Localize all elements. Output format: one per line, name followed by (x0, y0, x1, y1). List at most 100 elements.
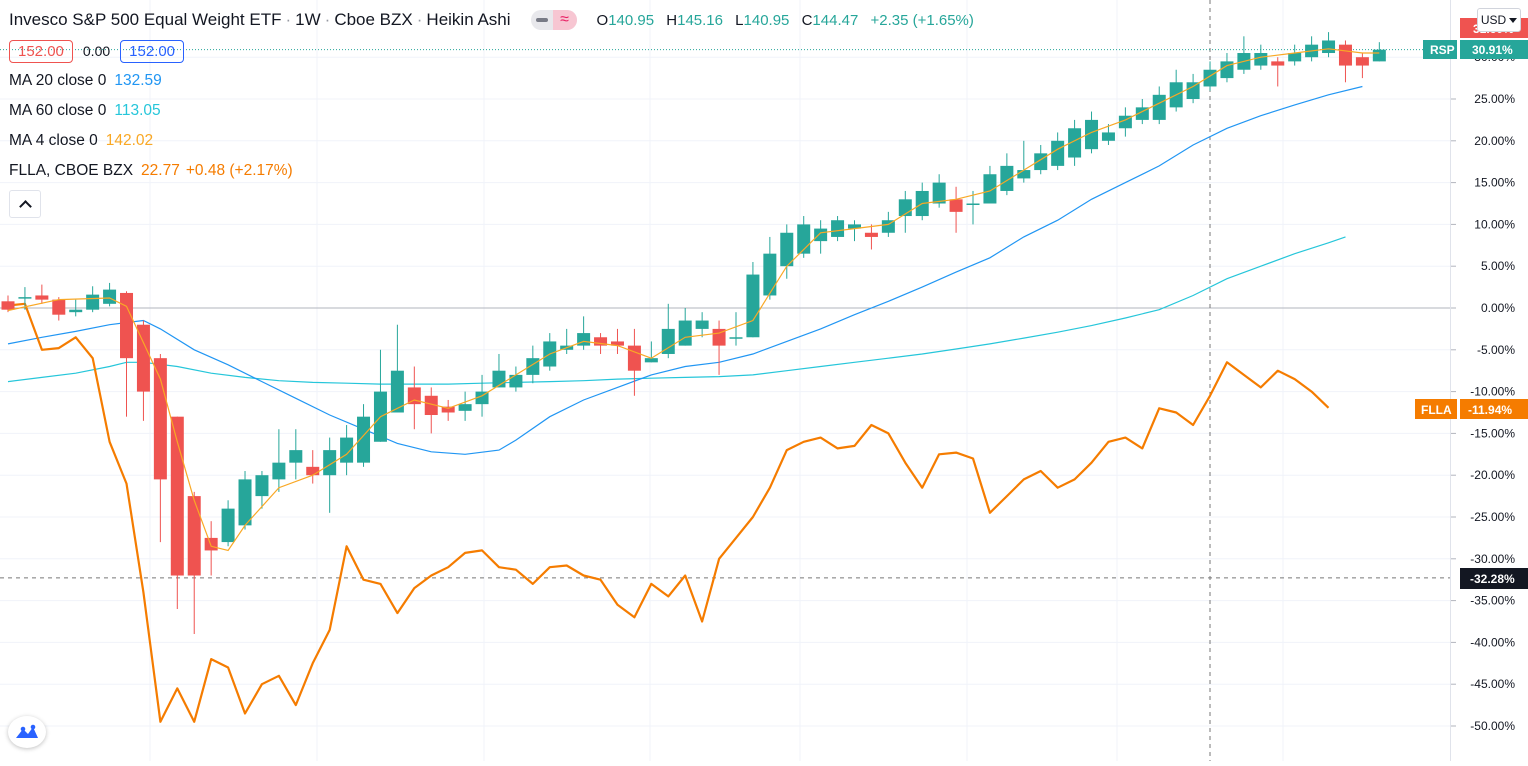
candle-23 (390, 324, 404, 413)
candle-body-2 (35, 295, 49, 300)
legend: Invesco S&P 500 Equal Weight ETF · 1W · … (9, 8, 974, 218)
candle-17 (289, 429, 303, 480)
axis-tick-label-3: 15.00% (1474, 176, 1515, 190)
candle-body-72 (1220, 61, 1234, 79)
candle-57 (966, 190, 980, 225)
chart-style[interactable]: Heikin Ashi (426, 10, 511, 29)
ma20-value: 132.59 (114, 72, 162, 89)
low-value: 140.95 (743, 11, 790, 29)
axis-tick-label-7: -5.00% (1477, 343, 1515, 357)
candle-body-18 (306, 466, 320, 476)
candle-body-78 (1322, 40, 1336, 54)
axis-tick-label-9: -15.00% (1470, 426, 1515, 440)
exchange: Cboe BZX (334, 10, 413, 29)
candle-4 (69, 299, 83, 317)
candle-13 (221, 500, 235, 547)
candle-19 (323, 437, 337, 513)
candle-70 (1186, 73, 1200, 104)
candle-body-10 (170, 416, 184, 576)
vertical-grid (149, 0, 1284, 761)
candle-body-81 (1372, 49, 1386, 62)
candle-body-59 (1000, 165, 1014, 191)
indicator-ma60[interactable]: MA 60 close 0 113.05 (9, 102, 161, 119)
candle-42 (712, 320, 726, 375)
candle-body-23 (390, 370, 404, 413)
axis-tick-label-14: -40.00% (1470, 635, 1515, 649)
sell-button[interactable]: 152.00 (9, 39, 73, 63)
candle-80 (1355, 53, 1369, 79)
interval[interactable]: 1W (295, 10, 321, 29)
candle-body-19 (323, 450, 337, 476)
approx-icon[interactable]: ≈ (552, 10, 577, 30)
candle-body-24 (407, 387, 421, 405)
candle-body-48 (814, 228, 828, 242)
collapse-legend-button[interactable] (9, 190, 41, 218)
candle-body-60 (1017, 170, 1031, 179)
minus-icon[interactable] (531, 10, 553, 30)
candle-body-51 (864, 232, 878, 237)
candle-body-36 (610, 341, 624, 346)
candle-36 (610, 328, 624, 354)
candle-body-26 (441, 406, 455, 413)
candle-39 (661, 303, 675, 359)
candle-1 (18, 287, 32, 310)
candle-body-64 (1085, 119, 1099, 150)
candle-44 (746, 262, 760, 338)
indicator-ma4[interactable]: MA 4 close 0 142.02 (9, 132, 154, 149)
candle-body-39 (661, 328, 675, 354)
candle-51 (864, 224, 878, 250)
ma20-series (7, 85, 1363, 455)
candle-18 (306, 450, 320, 484)
axis-tick-label-2: 20.00% (1474, 134, 1515, 148)
tradingview-logo-icon[interactable] (8, 716, 46, 748)
candle-body-38 (644, 358, 658, 363)
candles (1, 32, 1386, 635)
candle-38 (644, 341, 658, 363)
candle-62 (1051, 132, 1065, 171)
candle-7 (120, 291, 134, 417)
rsp-value-bg (1460, 40, 1528, 59)
price-axis-bg[interactable] (1451, 0, 1528, 761)
flla-value: -11.94% (1468, 403, 1512, 417)
rsp-tag: RSP (1430, 43, 1455, 57)
candle-12 (204, 521, 218, 576)
currency-button[interactable]: USD (1477, 8, 1521, 32)
ma60-series (7, 236, 1346, 385)
indicator-ma20[interactable]: MA 20 close 0 132.59 (9, 72, 162, 89)
candle-body-8 (136, 324, 150, 392)
buy-button[interactable]: 152.00 (120, 39, 185, 63)
candle-body-62 (1051, 140, 1065, 166)
candle-body-0 (1, 301, 15, 310)
candle-body-6 (103, 289, 117, 304)
candle-body-49 (831, 220, 845, 237)
candle-body-30 (509, 374, 523, 388)
flla-value-bg (1460, 399, 1528, 419)
candle-46 (780, 224, 794, 279)
candle-59 (1000, 153, 1014, 196)
axis-tick-label-1: 25.00% (1474, 92, 1515, 106)
candle-body-31 (526, 358, 540, 375)
crosshair-label-bg (1460, 568, 1528, 589)
candle-9 (153, 353, 167, 543)
candle-30 (509, 366, 523, 392)
candle-body-74 (1254, 53, 1268, 66)
candle-69 (1169, 69, 1183, 112)
rsp-value: 30.91% (1472, 43, 1513, 57)
candle-55 (932, 174, 946, 208)
candle-body-3 (52, 299, 66, 315)
candle-body-52 (881, 220, 895, 233)
candle-body-80 (1355, 57, 1369, 66)
indicator-flla[interactable]: FLLA, CBOE BZX 22.77 +0.48 (+2.17%) (9, 162, 293, 179)
chart-toggle[interactable]: ≈ (530, 10, 577, 30)
candle-body-21 (357, 416, 371, 463)
candle-body-63 (1068, 128, 1082, 158)
candle-body-28 (475, 391, 489, 405)
candle-body-27 (458, 404, 472, 411)
candle-body-11 (187, 496, 201, 576)
candle-60 (1017, 140, 1031, 183)
symbol-title[interactable]: Invesco S&P 500 Equal Weight ETF (9, 10, 282, 29)
candle-56 (949, 186, 963, 233)
candle-body-50 (848, 224, 861, 229)
